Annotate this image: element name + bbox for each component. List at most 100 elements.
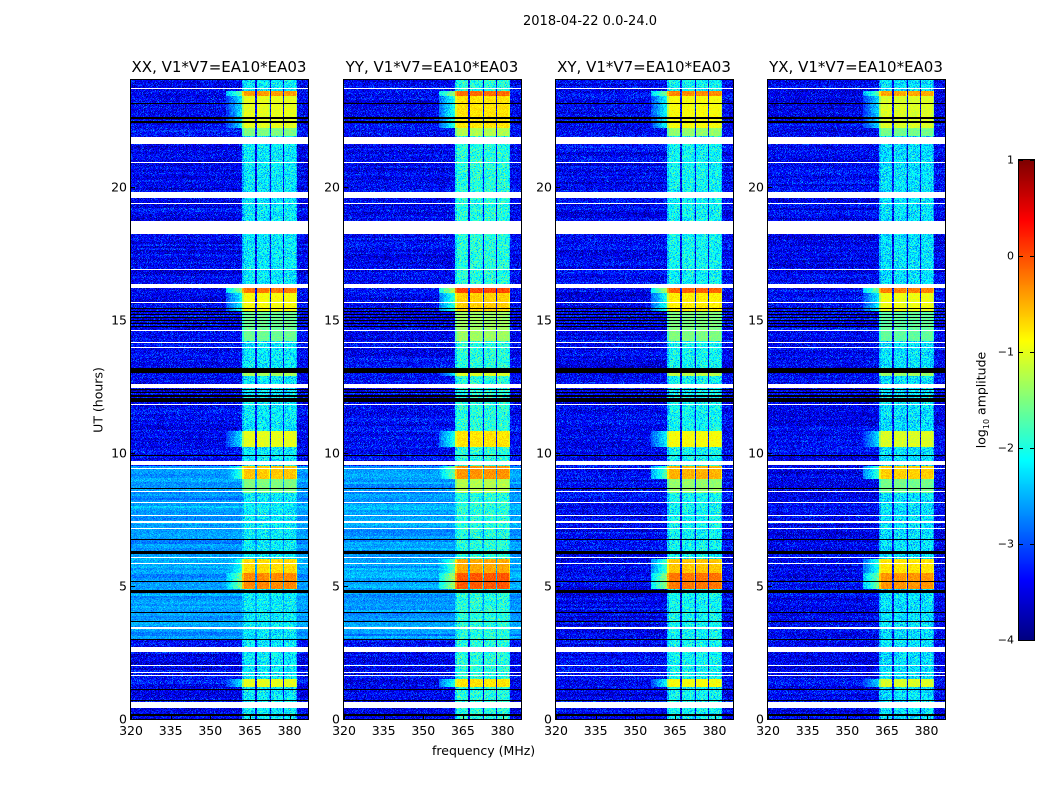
- y-tick-mark: [556, 186, 560, 188]
- heatmap-cells: [556, 80, 733, 719]
- x-tick-mark: [674, 715, 676, 719]
- x-tick-label: 320: [332, 723, 356, 738]
- colorbar-tick-mark: [1030, 544, 1034, 545]
- x-tick-label: 335: [583, 723, 608, 738]
- colorbar: [1018, 159, 1035, 641]
- y-tick-label: 15: [324, 312, 340, 328]
- x-tick-mark: [556, 715, 557, 719]
- heatmap-cells: [131, 80, 308, 719]
- x-tick-label: 365: [450, 723, 475, 738]
- x-tick-label: 335: [158, 723, 183, 738]
- heatmap-cells: [768, 80, 945, 719]
- x-tick-label: 380: [277, 723, 302, 738]
- y-tick-label: 0: [756, 711, 764, 727]
- x-tick-label: 320: [119, 723, 143, 738]
- colorbar-tick-label: −1: [997, 345, 1014, 359]
- x-tick-mark: [249, 715, 251, 719]
- x-tick-mark: [807, 715, 809, 719]
- colorbar-tick-label: −3: [997, 537, 1014, 551]
- y-tick-mark: [131, 452, 135, 454]
- panel-title: XX, V1*V7=EA10*EA03: [131, 58, 307, 76]
- x-tick-mark: [886, 715, 888, 719]
- y-tick-mark: [131, 319, 135, 321]
- x-tick-label: 320: [756, 723, 780, 738]
- x-tick-label: 380: [490, 723, 515, 738]
- y-tick-mark: [344, 319, 348, 321]
- x-tick-mark: [768, 715, 769, 719]
- x-tick-mark: [289, 715, 291, 719]
- y-tick-mark: [344, 186, 348, 188]
- x-tick-label: 320: [544, 723, 568, 738]
- x-tick-mark: [635, 715, 637, 719]
- y-tick-label: 5: [544, 578, 552, 594]
- x-tick-label: 365: [662, 723, 687, 738]
- colorbar-tick-mark: [1030, 640, 1034, 641]
- heatmap-panel-0: [130, 79, 309, 720]
- colorbar-tick-label: 0: [1007, 249, 1014, 263]
- y-tick-label: 20: [111, 179, 127, 194]
- x-tick-label: 350: [835, 723, 860, 738]
- y-tick-label: 20: [324, 179, 340, 194]
- colorbar-tick-mark: [1030, 448, 1034, 449]
- colorbar-tick-label: −4: [997, 633, 1014, 647]
- x-tick-mark: [383, 715, 385, 719]
- x-tick-label: 335: [795, 723, 820, 738]
- panel-title: YX, V1*V7=EA10*EA03: [769, 58, 943, 76]
- y-tick-label: 5: [756, 578, 764, 594]
- x-tick-label: 350: [198, 723, 223, 738]
- colorbar-tick-mark: [1019, 256, 1023, 257]
- y-tick-label: 5: [119, 578, 127, 594]
- x-tick-mark: [423, 715, 425, 719]
- y-tick-mark: [556, 719, 560, 720]
- x-tick-mark: [926, 715, 928, 719]
- y-tick-label: 10: [111, 445, 127, 461]
- x-tick-label: 350: [411, 723, 436, 738]
- y-tick-label: 10: [748, 445, 764, 461]
- y-tick-label: 5: [332, 578, 340, 594]
- y-tick-mark: [556, 585, 560, 587]
- y-tick-label: 0: [332, 711, 340, 727]
- y-tick-mark: [556, 452, 560, 454]
- x-tick-label: 350: [623, 723, 648, 738]
- x-tick-mark: [847, 715, 849, 719]
- colorbar-tick-mark: [1019, 448, 1023, 449]
- colorbar-tick-mark: [1030, 160, 1034, 161]
- x-tick-mark: [462, 715, 464, 719]
- colorbar-tick-mark: [1019, 160, 1023, 161]
- x-tick-mark: [595, 715, 597, 719]
- y-tick-mark: [344, 585, 348, 587]
- heatmap-panel-1: [343, 79, 522, 720]
- colorbar-tick-mark: [1019, 640, 1023, 641]
- heatmap-panel-2: [555, 79, 734, 720]
- x-tick-mark: [210, 715, 212, 719]
- y-tick-mark: [131, 186, 135, 188]
- y-tick-label: 15: [536, 312, 552, 328]
- colorbar-tick-label: −2: [997, 441, 1014, 455]
- colorbar-tick-mark: [1019, 352, 1023, 353]
- y-tick-mark: [131, 719, 135, 720]
- y-tick-mark: [556, 319, 560, 321]
- x-tick-mark: [714, 715, 716, 719]
- y-tick-label: 15: [111, 312, 127, 328]
- x-axis-label: frequency (MHz): [432, 743, 536, 758]
- y-tick-label: 0: [119, 711, 127, 727]
- colorbar-tick-label: 1: [1007, 153, 1014, 167]
- x-tick-mark: [170, 715, 172, 719]
- y-tick-label: 10: [536, 445, 552, 461]
- y-tick-mark: [768, 319, 772, 321]
- colorbar-tick-mark: [1030, 352, 1034, 353]
- x-tick-mark: [344, 715, 345, 719]
- heatmap-panel-3: [767, 79, 946, 720]
- x-tick-mark: [131, 715, 132, 719]
- y-tick-label: 0: [544, 711, 552, 727]
- colorbar-tick-mark: [1019, 544, 1023, 545]
- y-axis-label: UT (hours): [90, 367, 106, 433]
- y-tick-label: 20: [748, 179, 764, 194]
- y-tick-mark: [768, 719, 772, 720]
- y-tick-label: 20: [536, 179, 552, 194]
- panel-title: YY, V1*V7=EA10*EA03: [345, 58, 519, 76]
- x-tick-label: 365: [237, 723, 262, 738]
- figure-title: 2018-04-22 0.0-24.0: [523, 14, 657, 29]
- y-tick-label: 15: [748, 312, 764, 328]
- colorbar-label: log10 amplitude: [973, 351, 991, 449]
